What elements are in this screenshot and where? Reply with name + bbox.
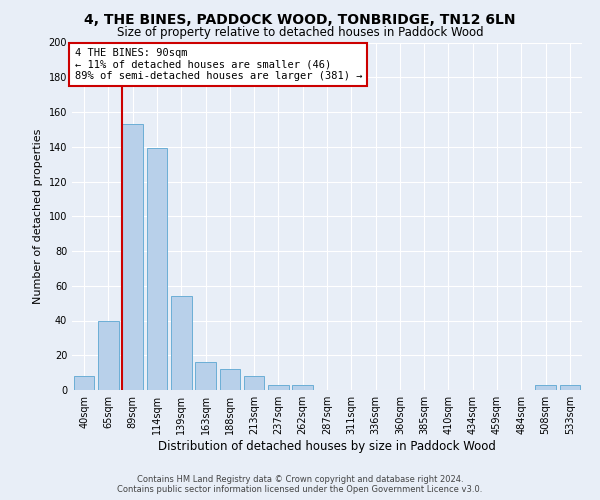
Text: 4, THE BINES, PADDOCK WOOD, TONBRIDGE, TN12 6LN: 4, THE BINES, PADDOCK WOOD, TONBRIDGE, T… <box>84 12 516 26</box>
Text: Contains HM Land Registry data © Crown copyright and database right 2024.
Contai: Contains HM Land Registry data © Crown c… <box>118 474 482 494</box>
Bar <box>195 362 216 390</box>
Bar <box>74 376 94 390</box>
Bar <box>268 385 289 390</box>
Bar <box>171 296 191 390</box>
Y-axis label: Number of detached properties: Number of detached properties <box>33 128 43 304</box>
Bar <box>98 320 119 390</box>
Text: 4 THE BINES: 90sqm
← 11% of detached houses are smaller (46)
89% of semi-detache: 4 THE BINES: 90sqm ← 11% of detached hou… <box>74 48 362 81</box>
Bar <box>220 369 240 390</box>
Text: Size of property relative to detached houses in Paddock Wood: Size of property relative to detached ho… <box>116 26 484 39</box>
X-axis label: Distribution of detached houses by size in Paddock Wood: Distribution of detached houses by size … <box>158 440 496 453</box>
Bar <box>560 385 580 390</box>
Bar <box>122 124 143 390</box>
Bar <box>146 148 167 390</box>
Bar <box>535 385 556 390</box>
Bar <box>292 385 313 390</box>
Bar <box>244 376 265 390</box>
